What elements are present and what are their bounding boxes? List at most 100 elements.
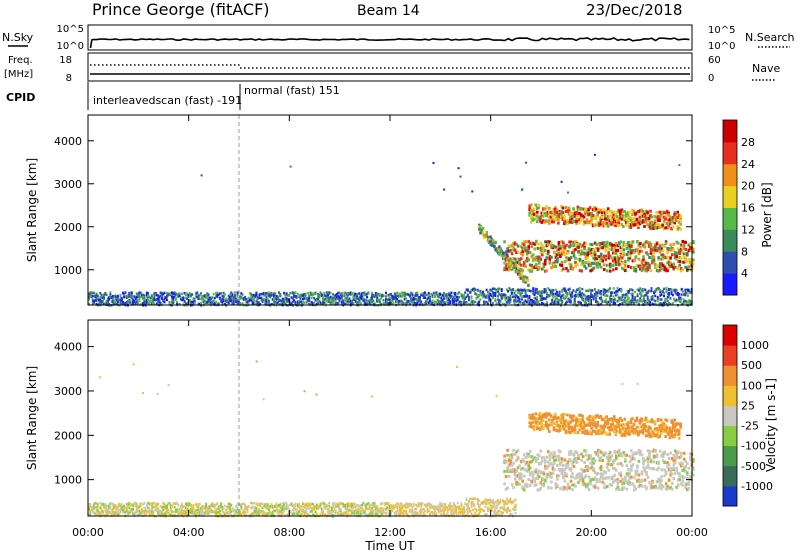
power-data-cell [651,255,654,259]
power-data-cell [653,215,657,219]
velocity-data-cell [123,504,126,508]
power-data-cell [651,248,654,252]
velocity-data-cell [148,507,151,510]
power-data-cell [139,295,142,299]
power-data-cell [656,215,660,219]
power-data-cell [446,296,449,300]
power-data-cell [556,249,559,253]
power-data-cell [330,299,333,302]
power-data-cell [603,294,606,297]
power-data-cell [619,250,623,254]
freq-tick-top: 18 [59,55,72,66]
velocity-data-cell [91,506,94,510]
velocity-data-cell [296,504,299,508]
power-data-cell [649,301,652,304]
power-data-cell [558,213,562,217]
velocity-data-cell [420,504,423,508]
velocity-data-cell [196,512,199,516]
power-data-cell [539,257,543,261]
velocity-data-cell [330,506,333,509]
power-data-cell [481,292,484,295]
power-data-cell [676,247,680,251]
power-data-cell [619,255,623,258]
velocity-data-cell [285,507,288,510]
power-data-cell [562,287,565,291]
power-data-cell [267,294,270,297]
power-data-cell [308,302,311,306]
freq-label-line1: Freq. [8,55,33,66]
power-data-cell [617,210,621,214]
power-data-cell [614,223,618,227]
velocity-data-cell [283,503,285,506]
velocity-data-cell [266,504,269,507]
velocity-data-cell [429,512,431,516]
power-data-cell [686,259,689,263]
power-data-cell [595,257,598,261]
power-data-cell [476,295,479,299]
power-data-cell [519,288,522,291]
power-data-cell [577,250,580,254]
power-data-cell [590,252,594,256]
power-data-cell [153,292,156,295]
power-data-cell [572,215,575,219]
power-data-cell [491,295,494,298]
power-data-cell [308,294,311,297]
power-data-cell [522,301,525,305]
velocity-data-cell [94,513,97,517]
power-data-cell [580,295,582,298]
power-data-cell [172,295,175,299]
power-data-cell [415,302,418,305]
velocity-data-cell [152,512,155,515]
power-data-cell [427,301,430,304]
power-data-cell [617,299,620,302]
power-data-cell [619,260,623,263]
velocity-data-cell [352,506,355,509]
velocity-data-cell [401,503,404,506]
power-data-cell [587,296,590,299]
nave-tick-top: 60 [708,55,721,66]
power-data-cell [664,211,667,215]
power-data-cell [602,208,605,212]
velocity-data-cell [104,503,107,506]
velocity-data-cell [244,506,246,509]
power-data-cell [669,264,672,268]
power-data-cell [110,300,113,303]
velocity-data-cell [460,509,463,512]
power-data-cell [645,267,648,271]
velocity-data-cell [315,512,318,515]
power-data-cell [591,289,594,292]
velocity-data-cell [275,503,278,507]
power-data-cell [627,243,630,247]
power-data-cell [361,297,364,301]
power-data-cell [201,298,204,301]
power-data-cell [337,301,340,305]
power-data-cell [435,293,438,296]
power-data-cell [374,294,377,297]
power-data-cell [509,298,512,302]
velocity-data-cell [357,510,360,513]
power-data-cell [95,296,98,299]
power-data-cell [590,243,594,247]
power-data-cell [486,302,489,305]
power-data-cell [520,274,524,278]
power-data-cell [231,297,234,300]
velocity-data-cell [236,512,239,515]
velocity-data-cell [104,507,107,510]
power-data-cell [553,245,556,248]
velocity-data-cell [405,502,408,505]
power-data-cell [602,263,606,267]
velocity-data-cell [397,502,400,506]
noise-trace [89,37,690,49]
power-data-cell [666,261,669,265]
power-data-cell [412,300,415,303]
power-data-cell [631,289,634,292]
power-data-cell [598,291,601,295]
power-data-cell [154,293,157,296]
power-data-cell [491,301,494,305]
velocity-data-cell [273,505,275,508]
velocity-data-cell [279,503,282,506]
velocity-data-cell [174,508,177,511]
power-data-cell [460,301,463,304]
power-data-cell [554,245,558,249]
velocity-data-cell [413,507,416,511]
